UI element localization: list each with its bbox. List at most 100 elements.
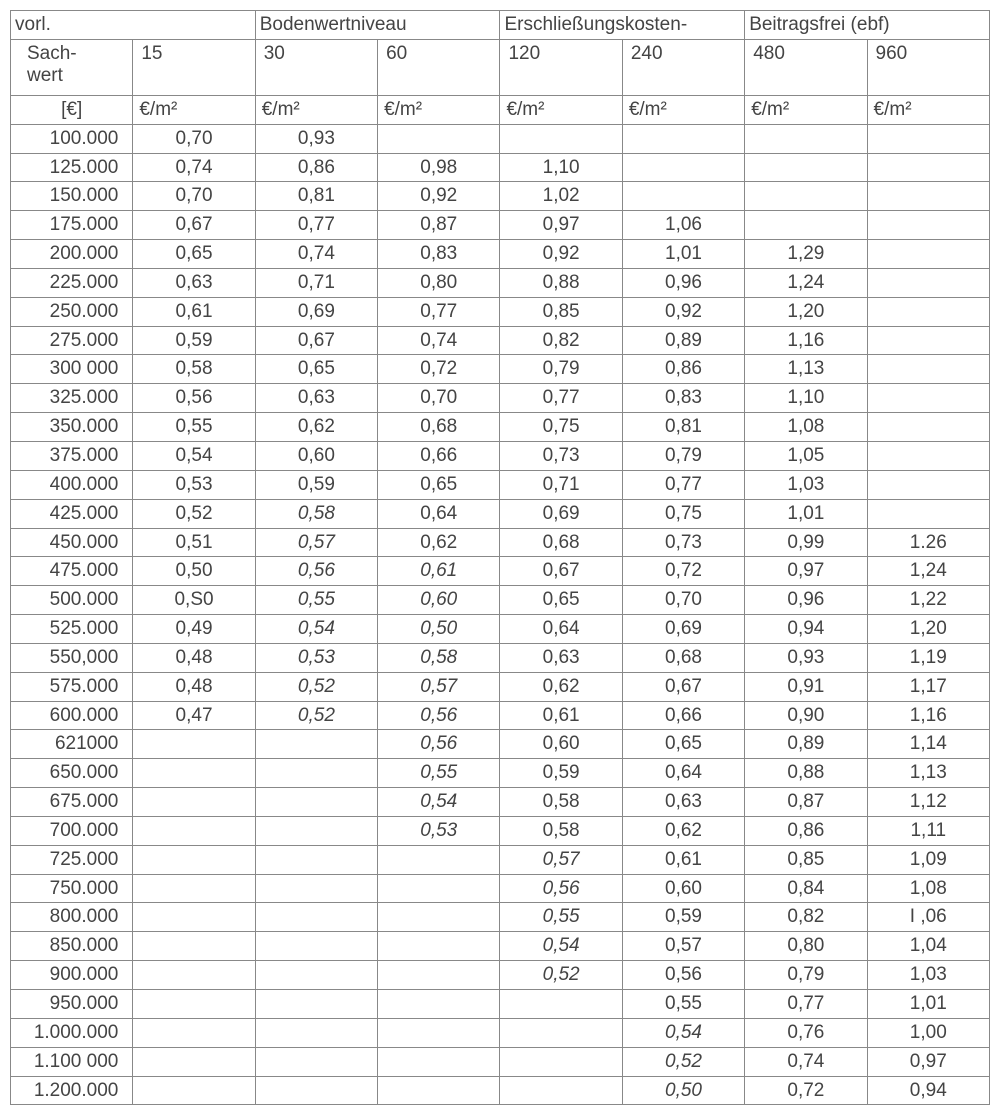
sachwert-cell: 900.000 (11, 961, 133, 990)
value-cell: 1,16 (745, 326, 867, 355)
sachwert-cell: 800.000 (11, 903, 133, 932)
value-cell: 0,96 (745, 586, 867, 615)
value-cell: 0,79 (745, 961, 867, 990)
value-cell: 0,86 (745, 816, 867, 845)
value-cell: 0,67 (622, 672, 744, 701)
value-cell (867, 153, 989, 182)
value-cell: 0,55 (500, 903, 622, 932)
value-cell: 1,13 (745, 355, 867, 384)
value-cell: 0,64 (622, 759, 744, 788)
value-cell: 0,65 (255, 355, 377, 384)
value-cell: 0,74 (133, 153, 255, 182)
value-cell (622, 153, 744, 182)
value-cell: 0,81 (622, 413, 744, 442)
value-cell (378, 903, 500, 932)
sachwert-cell: 1.000.000 (11, 1018, 133, 1047)
value-cell: 0,97 (867, 1047, 989, 1076)
value-cell: 0,62 (255, 413, 377, 442)
header-cell: 60 (378, 39, 500, 95)
value-cell: 0,72 (745, 1076, 867, 1105)
value-cell: 0,65 (133, 240, 255, 269)
value-cell: 0,47 (133, 701, 255, 730)
value-cell: 0,74 (255, 240, 377, 269)
top-header-cell: Bodenwertniveau (255, 11, 500, 40)
sachwert-cell: 950.000 (11, 990, 133, 1019)
table-row: 300 0000,580,650,720,790,861,13 (11, 355, 990, 384)
value-cell (745, 124, 867, 153)
table-row: 850.0000,540,570,801,04 (11, 932, 990, 961)
sachwert-cell: 375.000 (11, 441, 133, 470)
table-row: 1.200.0000,500,720,94 (11, 1076, 990, 1105)
value-cell: 0,88 (500, 268, 622, 297)
value-cell: 0,70 (622, 586, 744, 615)
header-cell: 960 (867, 39, 989, 95)
value-cell (378, 124, 500, 153)
value-cell: 1,08 (745, 413, 867, 442)
value-cell (867, 441, 989, 470)
value-cell: 0,69 (255, 297, 377, 326)
value-cell: 0,63 (622, 788, 744, 817)
top-header-cell: vorl. (11, 11, 256, 40)
value-cell: 0,53 (133, 470, 255, 499)
value-cell: 0,75 (500, 413, 622, 442)
value-cell: 0,59 (500, 759, 622, 788)
value-cell (500, 990, 622, 1019)
value-cell: 0,92 (500, 240, 622, 269)
value-cell: 0,56 (378, 730, 500, 759)
value-cell: 0,99 (745, 528, 867, 557)
table-top-header-row: vorl.BodenwertniveauErschließungskosten-… (11, 11, 990, 40)
value-cell: 0,57 (622, 932, 744, 961)
table-header-row-1: Sach-wert153060120240480960 (11, 39, 990, 95)
sachwert-cell: 400.000 (11, 470, 133, 499)
value-cell (133, 903, 255, 932)
sachwert-cell: 275.000 (11, 326, 133, 355)
value-cell: 0,57 (500, 845, 622, 874)
value-cell: 0,79 (500, 355, 622, 384)
value-cell (867, 124, 989, 153)
value-cell: 1,10 (500, 153, 622, 182)
value-cell: 0,85 (500, 297, 622, 326)
value-cell: 1,01 (745, 499, 867, 528)
unit-cell: €/m² (133, 95, 255, 124)
value-cell: 0,97 (500, 211, 622, 240)
value-cell (255, 1076, 377, 1105)
value-cell: 1,20 (867, 615, 989, 644)
value-cell: 0,56 (500, 874, 622, 903)
sachwert-cell: 600.000 (11, 701, 133, 730)
value-cell (255, 759, 377, 788)
value-cell (867, 211, 989, 240)
value-cell (867, 413, 989, 442)
table-row: 400.0000,530,590,650,710,771,03 (11, 470, 990, 499)
table-row: 325.0000,560,630,700,770,831,10 (11, 384, 990, 413)
value-cell: 0,64 (500, 615, 622, 644)
value-cell (867, 326, 989, 355)
value-cell: 0,51 (133, 528, 255, 557)
table-body: 100.0000,700,93125.0000,740,860,981,1015… (11, 124, 990, 1105)
value-cell (745, 182, 867, 211)
value-cell: 0,50 (378, 615, 500, 644)
value-cell (133, 730, 255, 759)
value-cell: 0,79 (622, 441, 744, 470)
table-row: 375.0000,540,600,660,730,791,05 (11, 441, 990, 470)
value-cell: 0,73 (500, 441, 622, 470)
value-cell (133, 759, 255, 788)
table-row: 725.0000,570,610,851,09 (11, 845, 990, 874)
value-cell: 0,77 (622, 470, 744, 499)
top-header-cell: Beitragsfrei (ebf) (745, 11, 990, 40)
sachwert-cell: 725.000 (11, 845, 133, 874)
value-cell: 1,03 (745, 470, 867, 499)
value-cell: 1,04 (867, 932, 989, 961)
sachwert-cell: 325.000 (11, 384, 133, 413)
value-cell: 0,77 (378, 297, 500, 326)
table-row: 475.0000,500,560,610,670,720,971,24 (11, 557, 990, 586)
value-cell: 0,56 (255, 557, 377, 586)
sachwert-cell: 850.000 (11, 932, 133, 961)
value-cell: 0,91 (745, 672, 867, 701)
table-row: 350.0000,550,620,680,750,811,08 (11, 413, 990, 442)
value-cell: 0,85 (745, 845, 867, 874)
value-cell: 0,49 (133, 615, 255, 644)
table-row: 700.0000,530,580,620,861,11 (11, 816, 990, 845)
value-cell: 0,89 (622, 326, 744, 355)
sachwert-cell: 125.000 (11, 153, 133, 182)
sachwert-cell: 1.100 000 (11, 1047, 133, 1076)
